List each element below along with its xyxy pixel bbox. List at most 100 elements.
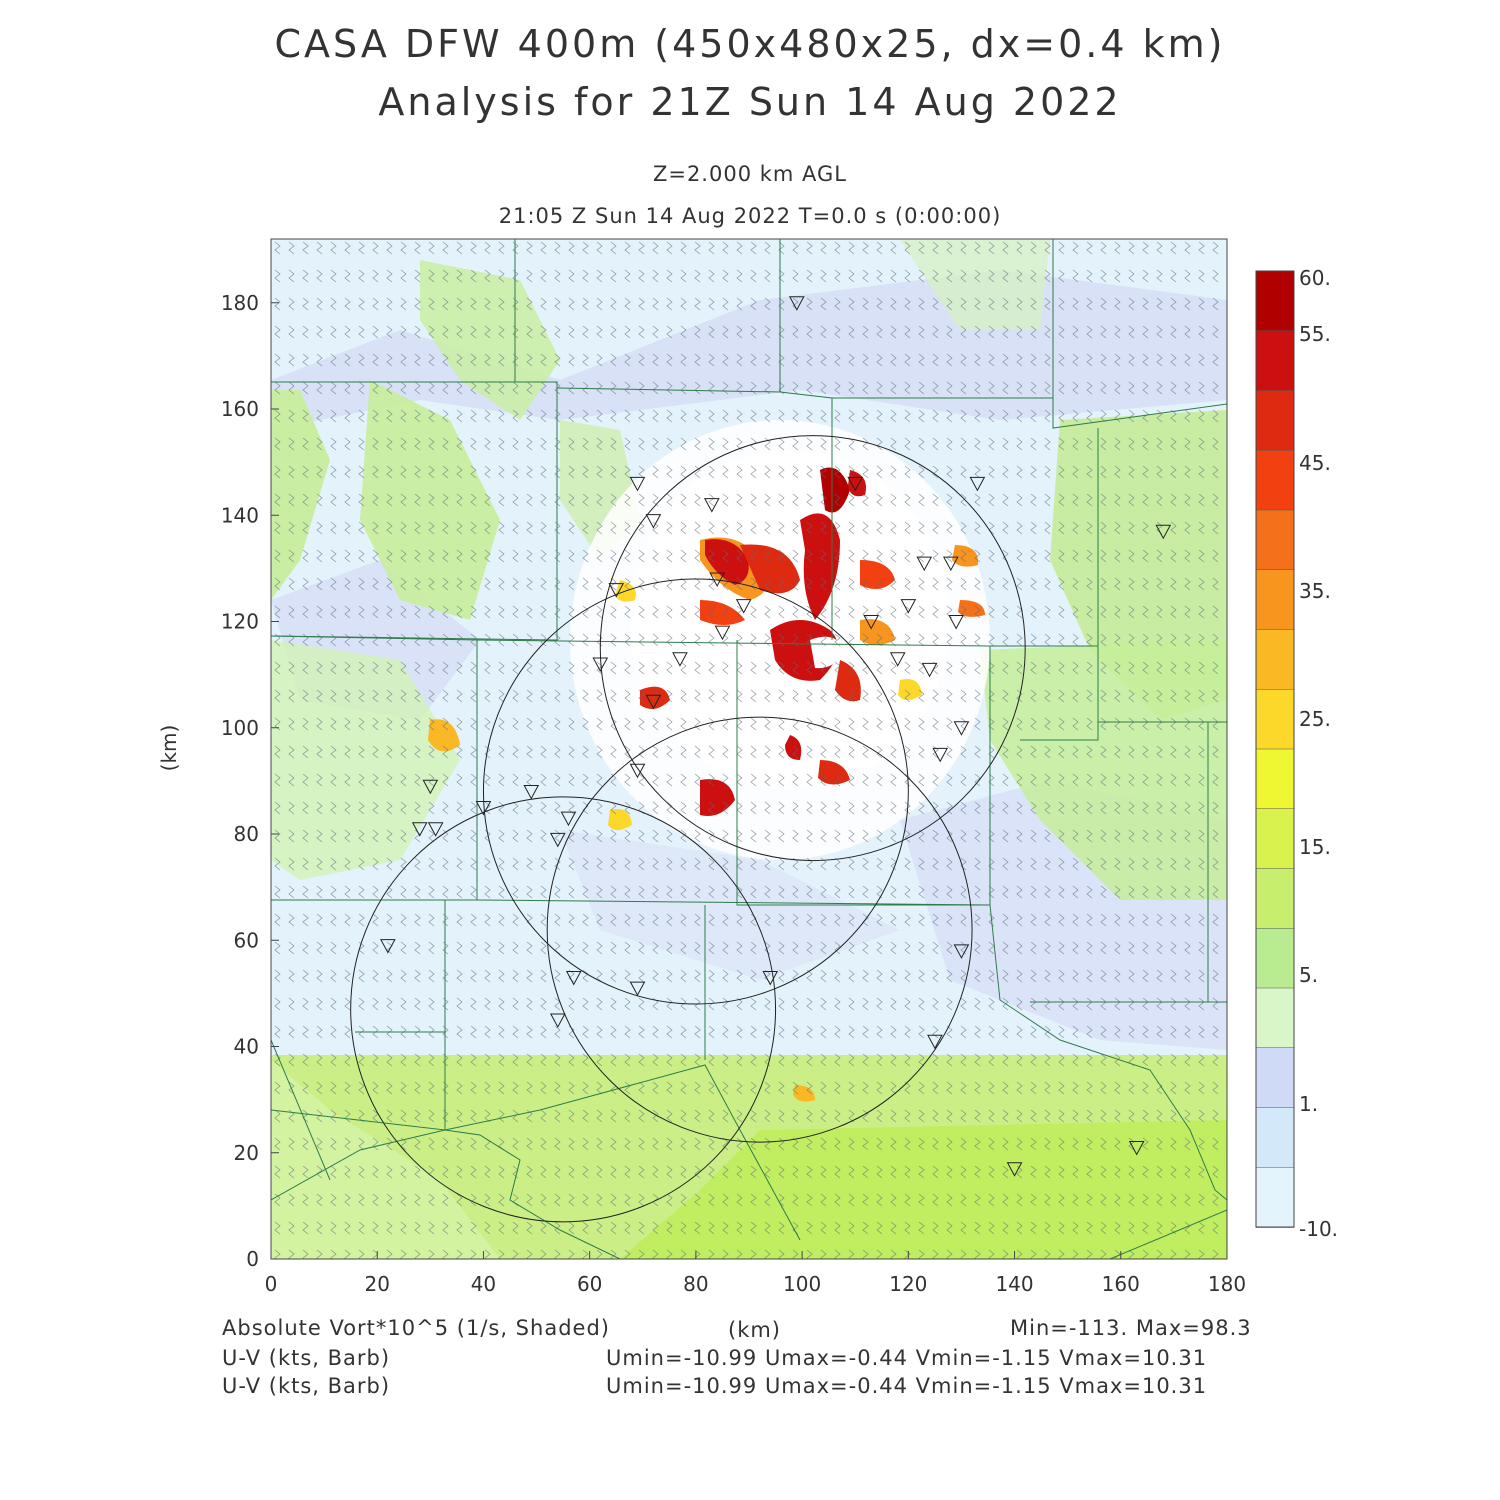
x-tick-label: 140 bbox=[995, 1272, 1033, 1296]
colorbar-frame bbox=[1255, 270, 1295, 1228]
station-marker bbox=[847, 476, 864, 492]
station-marker bbox=[475, 800, 492, 816]
station-marker bbox=[921, 662, 938, 678]
colorbar-label: -10. bbox=[1299, 1217, 1338, 1241]
colorbar-label: 5. bbox=[1299, 963, 1318, 987]
x-tick-label: 100 bbox=[783, 1272, 821, 1296]
x-tick-label: 180 bbox=[1208, 1272, 1246, 1296]
colorbar-label: 55. bbox=[1299, 322, 1331, 346]
colorbar-swatch bbox=[1255, 748, 1295, 810]
y-tick-label: 40 bbox=[234, 1035, 259, 1059]
station-marker bbox=[427, 822, 444, 837]
y-tick-label: 120 bbox=[221, 610, 259, 634]
y-axis: 0 20 40 60 80 100 120 140 160 180 bbox=[221, 291, 279, 1271]
range-ring bbox=[546, 716, 973, 1143]
vorticity-field bbox=[271, 239, 1227, 1259]
colorbar: 60. 55. 45. 35. 25. 15. 5. 1. -10. bbox=[1255, 266, 1338, 1241]
colorbar-label: 35. bbox=[1299, 579, 1331, 603]
colorbar-swatch bbox=[1255, 868, 1295, 929]
plot-subtitle: Analysis for 21Z Sun 14 Aug 2022 bbox=[378, 80, 1122, 124]
station-marker bbox=[1128, 1140, 1145, 1156]
station-marker bbox=[709, 572, 725, 588]
x-tick-label: 40 bbox=[471, 1272, 496, 1296]
x-tick-label: 0 bbox=[265, 1272, 278, 1296]
y-axis-label: (km) bbox=[157, 725, 181, 772]
station-marker bbox=[608, 583, 625, 598]
station-marker bbox=[714, 625, 731, 641]
range-ring bbox=[482, 578, 909, 1005]
station-marker bbox=[932, 747, 949, 763]
y-tick-label: 140 bbox=[221, 503, 259, 527]
county-boundaries bbox=[271, 239, 1227, 1259]
range-ring bbox=[599, 435, 1026, 862]
x-tick-label: 160 bbox=[1102, 1272, 1140, 1296]
station-marker bbox=[523, 785, 540, 800]
colorbar-swatch bbox=[1255, 450, 1295, 511]
colorbar-swatch bbox=[1255, 569, 1295, 631]
colorbar-label: 25. bbox=[1299, 707, 1331, 731]
station-marker bbox=[942, 556, 959, 572]
colorbar-swatch bbox=[1255, 928, 1295, 989]
station-marker bbox=[762, 970, 779, 986]
barb-label-1: U-V (kts, Barb) bbox=[222, 1346, 391, 1370]
station-marker bbox=[900, 599, 917, 614]
station-marker bbox=[549, 832, 566, 848]
station-marker bbox=[592, 657, 609, 673]
station-markers bbox=[380, 296, 1172, 1177]
colorbar-swatch bbox=[1255, 808, 1295, 870]
plot-frame bbox=[270, 238, 1228, 1260]
station-marker bbox=[953, 721, 970, 736]
station-marker bbox=[629, 763, 646, 779]
y-tick-label: 60 bbox=[234, 928, 259, 952]
colorbar-swatch bbox=[1255, 689, 1295, 750]
barb-stats-2: Umin=-10.99 Umax=-0.44 Vmin=-1.15 Vmax=1… bbox=[606, 1374, 1208, 1398]
station-marker bbox=[549, 1013, 566, 1028]
field-label: Absolute Vort*10^5 (1/s, Shaded) bbox=[222, 1316, 610, 1340]
station-marker bbox=[629, 476, 646, 492]
colorbar-swatch bbox=[1255, 1167, 1295, 1228]
colorbar-swatch bbox=[1255, 1047, 1295, 1109]
station-marker bbox=[411, 822, 428, 837]
min-max-label: Min=-113. Max=98.3 bbox=[1010, 1316, 1252, 1340]
colorbar-swatch bbox=[1255, 330, 1295, 392]
station-marker bbox=[645, 694, 662, 710]
station-marker bbox=[948, 615, 964, 630]
station-marker bbox=[969, 476, 986, 492]
colorbar-label: 60. bbox=[1299, 266, 1331, 290]
station-marker bbox=[889, 652, 906, 667]
x-tick-label: 60 bbox=[577, 1272, 602, 1296]
colorbar-swatch bbox=[1255, 509, 1295, 571]
y-tick-label: 20 bbox=[234, 1141, 259, 1165]
valid-time-label: 21:05 Z Sun 14 Aug 2022 T=0.0 s (0:00:00… bbox=[498, 204, 1002, 228]
station-marker bbox=[916, 556, 933, 572]
x-axis: 0 20 40 60 80 100 120 140 160 180 bbox=[265, 1251, 1246, 1296]
station-marker bbox=[1155, 524, 1172, 540]
station-marker bbox=[645, 514, 662, 529]
colorbar-label: 45. bbox=[1299, 451, 1331, 475]
range-ring bbox=[350, 796, 777, 1223]
x-tick-label: 120 bbox=[889, 1272, 927, 1296]
colorbar-swatch bbox=[1255, 987, 1295, 1049]
y-tick-label: 80 bbox=[234, 822, 259, 846]
barb-stats-1: Umin=-10.99 Umax=-0.44 Vmin=-1.15 Vmax=1… bbox=[606, 1346, 1208, 1370]
y-tick-label: 0 bbox=[246, 1247, 259, 1271]
y-tick-label: 160 bbox=[221, 397, 259, 421]
plot-title: CASA DFW 400m (450x480x25, dx=0.4 km) bbox=[274, 22, 1226, 66]
y-tick-label: 100 bbox=[221, 716, 259, 740]
station-marker bbox=[560, 811, 577, 827]
station-marker bbox=[703, 498, 720, 513]
colorbar-swatch bbox=[1255, 390, 1295, 451]
colorbar-swatch bbox=[1255, 270, 1295, 332]
x-tick-label: 20 bbox=[364, 1272, 389, 1296]
x-tick-label: 80 bbox=[683, 1272, 708, 1296]
colorbar-swatch bbox=[1255, 1107, 1295, 1168]
station-marker bbox=[927, 1034, 943, 1050]
level-label: Z=2.000 km AGL bbox=[652, 162, 848, 186]
colorbar-label: 1. bbox=[1299, 1092, 1318, 1116]
station-marker bbox=[422, 779, 439, 795]
station-marker bbox=[380, 939, 396, 954]
station-marker bbox=[629, 981, 646, 997]
station-marker bbox=[788, 296, 805, 311]
station-marker bbox=[565, 970, 582, 986]
